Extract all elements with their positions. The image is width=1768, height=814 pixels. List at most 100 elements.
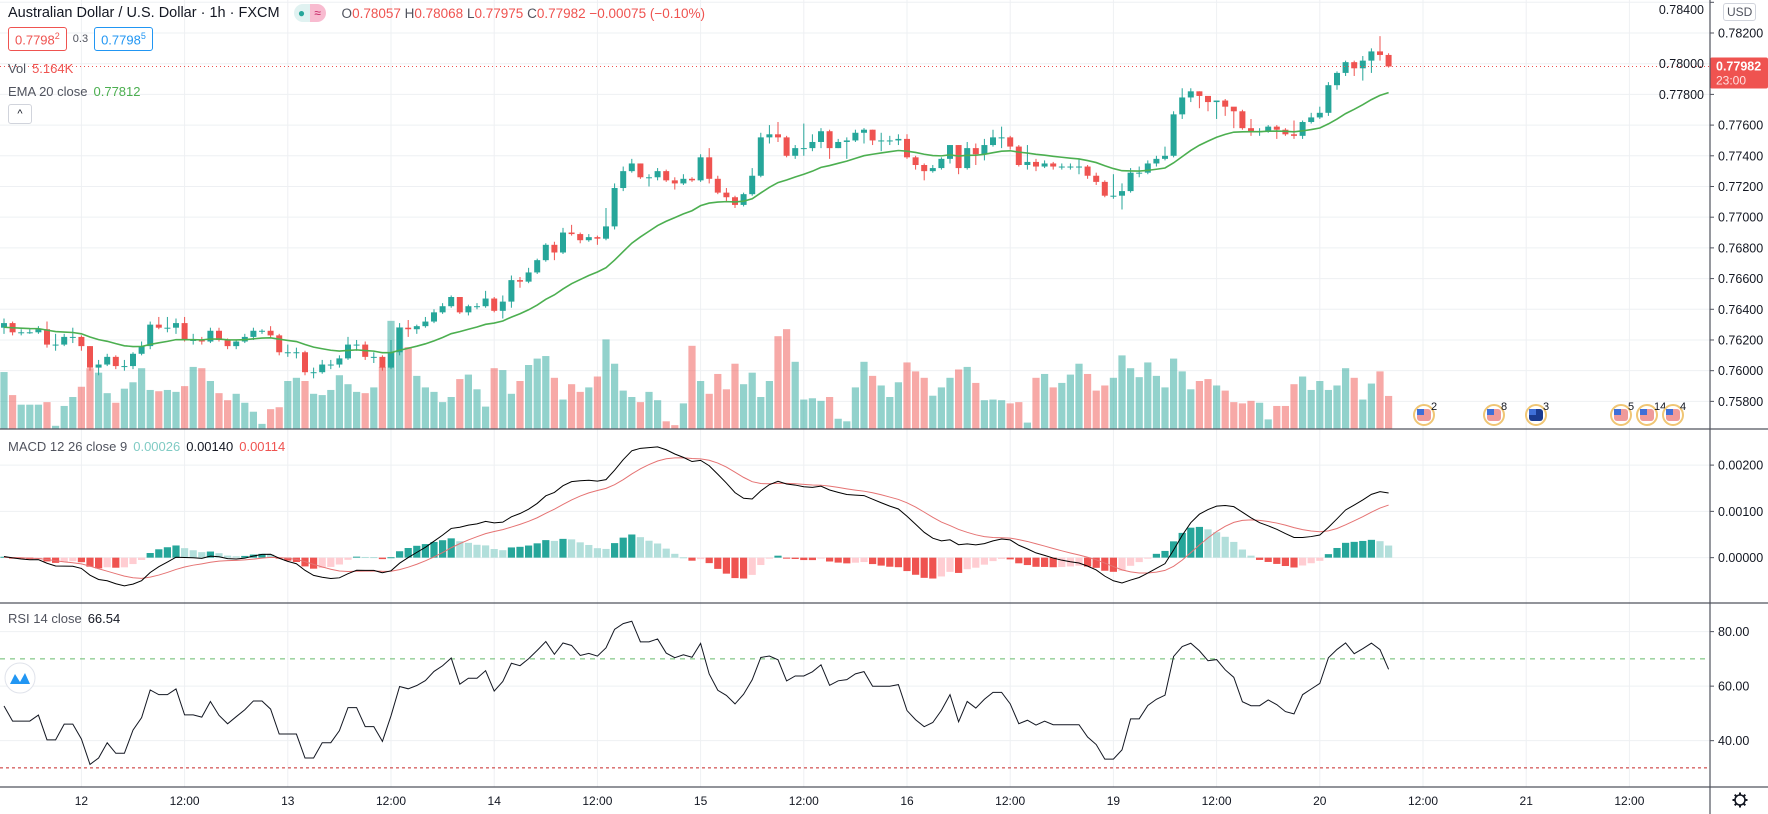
x-axis-label: 21 — [1520, 794, 1534, 808]
volume-bar — [731, 363, 739, 429]
candle-body — [61, 336, 68, 345]
event-marker[interactable]: 5 — [1610, 401, 1634, 426]
volume-legend[interactable]: Vol 5.164K — [8, 61, 74, 76]
x-axis-label: 13 — [281, 794, 295, 808]
volume-bar — [697, 381, 705, 429]
candle-body — [78, 336, 85, 347]
candle-body — [680, 178, 687, 184]
macd-histogram-bar — [1230, 541, 1238, 558]
macd-histogram-bar — [413, 545, 421, 558]
macd-histogram-bar — [1213, 532, 1221, 558]
symbol-title[interactable]: Australian Dollar / U.S. Dollar · 1h · F… — [8, 5, 280, 21]
candle-body — [1334, 72, 1340, 86]
volume-bar — [267, 409, 275, 429]
candle-body — [1308, 117, 1315, 123]
candle-body — [147, 324, 154, 347]
candle-body — [130, 353, 136, 367]
sell-button[interactable]: 0.77982 — [8, 27, 67, 52]
macd-histogram-bar — [722, 557, 730, 574]
candle-body — [689, 178, 695, 181]
candle-body — [26, 332, 33, 334]
flag-canton — [1487, 409, 1494, 415]
tradingview-logo[interactable] — [4, 662, 36, 694]
volume-bar — [843, 421, 851, 429]
candle-body — [1015, 146, 1022, 165]
candle-body — [654, 171, 661, 178]
macd-histogram-bar — [593, 548, 601, 558]
rsi-legend[interactable]: RSI 14 close 66.54 — [8, 611, 121, 626]
macd-histogram-bar — [396, 551, 404, 558]
event-marker[interactable]: 8 — [1483, 401, 1507, 426]
macd-legend[interactable]: MACD 12 26 close 9 0.00026 0.00140 0.001… — [8, 439, 286, 454]
volume-bar — [1135, 377, 1143, 429]
candle-body — [869, 129, 876, 141]
x-axis-label: 20 — [1313, 794, 1327, 808]
status-pill[interactable]: ● ≈ — [293, 4, 326, 22]
candle-body — [585, 237, 592, 241]
ema-legend[interactable]: EMA 20 close 0.77812 — [8, 84, 141, 99]
close-value: 0.77982 — [536, 5, 586, 21]
event-marker[interactable]: 3 — [1525, 401, 1549, 426]
candle-body — [723, 192, 730, 198]
macd-histogram-bar — [206, 551, 214, 558]
macd-histogram-bar — [1247, 555, 1255, 558]
buy-button[interactable]: 0.77985 — [94, 27, 153, 52]
x-axis-label: 12:00 — [1408, 794, 1438, 808]
settings-gear-icon[interactable] — [1732, 792, 1748, 808]
macd-histogram-bar — [1342, 542, 1350, 558]
macd-histogram-bar — [1178, 532, 1186, 558]
candle-body — [611, 188, 618, 227]
volume-bar — [1256, 402, 1264, 429]
macd-histogram-bar — [361, 556, 369, 558]
logo-circle — [4, 662, 36, 694]
volume-bar — [129, 382, 137, 429]
collapse-legend-button[interactable]: ^ — [8, 104, 32, 124]
volume-bar — [206, 381, 214, 429]
economic-events[interactable]: 2 8 3 5 14 4 — [1413, 401, 1686, 426]
volume-bar — [258, 423, 266, 429]
macd-histogram-bar — [894, 557, 902, 568]
currency-button[interactable]: USD — [1723, 3, 1757, 21]
volume-bar — [671, 425, 679, 429]
volume-bar — [189, 366, 197, 429]
event-marker[interactable]: 14 — [1636, 401, 1666, 426]
bar-countdown: 23:00 — [1716, 73, 1746, 87]
price-tick-label: 0.76800 — [1718, 241, 1763, 255]
volume-bar — [705, 393, 713, 429]
volume-bar — [611, 363, 619, 429]
volume-bar — [1290, 384, 1298, 429]
macd-histogram-bar — [215, 553, 223, 558]
volume-bar — [1359, 399, 1367, 429]
candle-body — [1170, 114, 1177, 156]
candle-body — [396, 327, 403, 353]
candle-body — [112, 356, 119, 367]
candle-body — [1067, 166, 1074, 168]
candle-body — [44, 329, 50, 345]
volume-bar — [946, 377, 954, 429]
macd-histogram-bar — [1264, 557, 1272, 562]
candle-body — [534, 260, 541, 273]
macd-histogram-bar — [972, 557, 980, 568]
candle-body — [551, 244, 558, 253]
volume-bar — [645, 391, 653, 429]
macd-histogram-bar — [1238, 549, 1246, 558]
macd-histogram-bar — [955, 557, 963, 573]
candle-body — [603, 226, 609, 239]
candle-body — [1076, 166, 1082, 168]
macd-tick-label: 0.00100 — [1718, 505, 1763, 519]
candle-body — [302, 352, 308, 373]
volume-bar — [568, 384, 576, 429]
candle-body — [1127, 172, 1134, 192]
candle-body — [1058, 166, 1065, 168]
candle-body — [439, 306, 446, 313]
candle-body — [972, 148, 979, 155]
macd-histogram-bar — [1350, 541, 1358, 558]
volume-bar — [1006, 403, 1014, 429]
event-marker[interactable]: 4 — [1662, 401, 1686, 426]
candle-body — [327, 364, 334, 366]
candle-body — [809, 141, 816, 149]
volume-bar — [447, 397, 455, 429]
macd-histogram-bar — [740, 557, 748, 579]
event-marker[interactable]: 2 — [1413, 401, 1437, 426]
